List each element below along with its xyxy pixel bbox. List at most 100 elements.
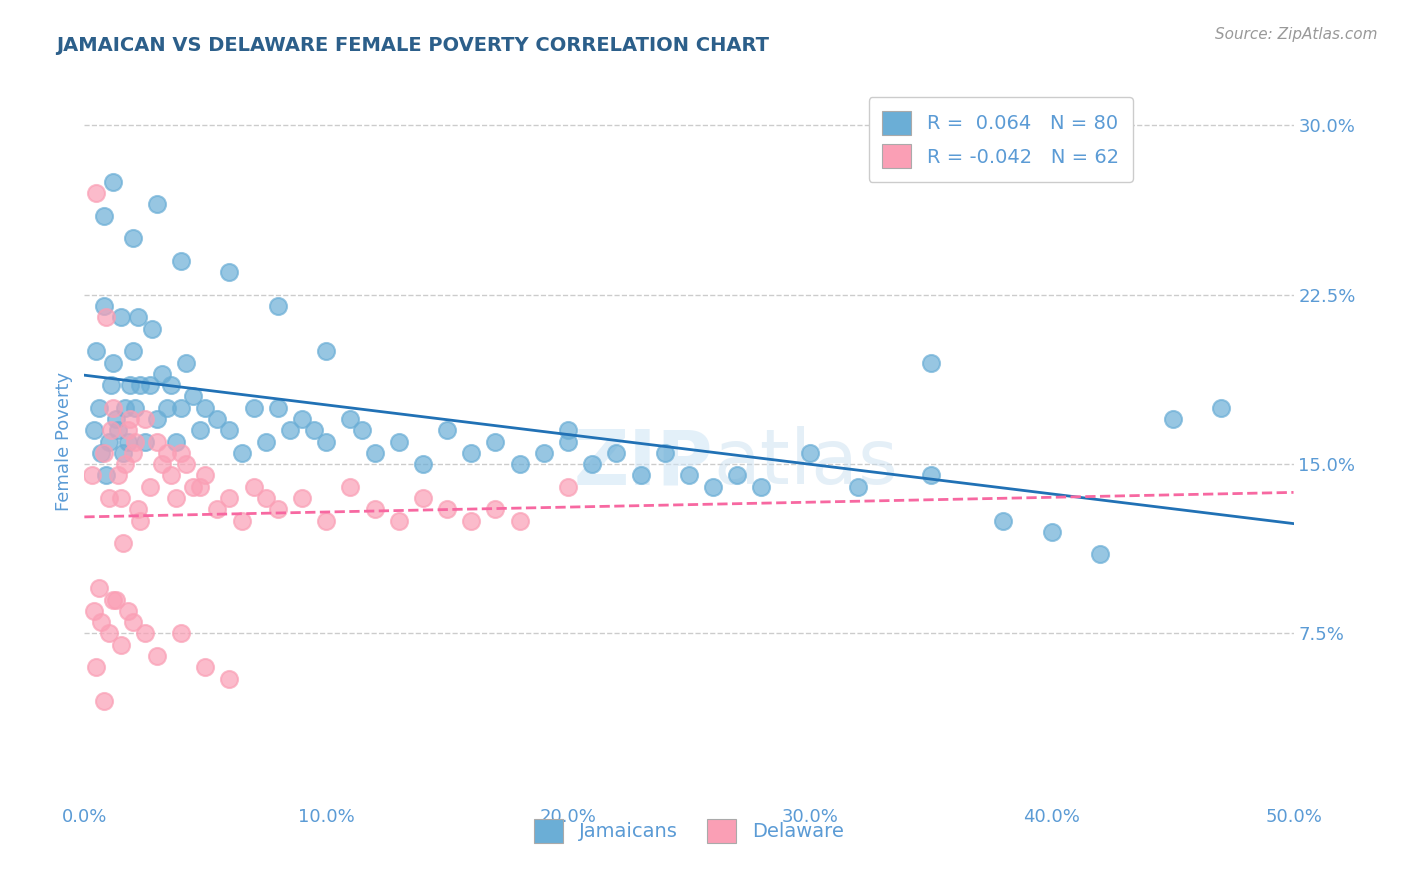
Point	[100, 378, 122, 392]
Point	[993, 514, 1015, 528]
Point	[170, 253, 193, 268]
Point	[194, 660, 217, 674]
Point	[103, 401, 125, 415]
Point	[278, 423, 301, 437]
Point	[114, 401, 136, 415]
Point	[138, 378, 160, 392]
Point	[194, 468, 217, 483]
Point	[86, 186, 108, 201]
Point	[146, 648, 169, 663]
Point	[484, 434, 506, 449]
Point	[363, 446, 385, 460]
Point	[121, 615, 143, 630]
Point	[460, 446, 482, 460]
Point	[315, 514, 337, 528]
Point	[127, 502, 149, 516]
Text: ZIP: ZIP	[574, 426, 713, 500]
Point	[231, 514, 253, 528]
Text: JAMAICAN VS DELAWARE FEMALE POVERTY CORRELATION CHART: JAMAICAN VS DELAWARE FEMALE POVERTY CORR…	[56, 36, 769, 54]
Point	[117, 604, 139, 618]
Point	[129, 514, 152, 528]
Point	[146, 412, 169, 426]
Point	[160, 378, 183, 392]
Point	[117, 423, 139, 437]
Point	[1088, 548, 1111, 562]
Point	[412, 457, 434, 471]
Point	[231, 446, 253, 460]
Point	[146, 197, 169, 211]
Point	[799, 446, 821, 460]
Point	[315, 344, 337, 359]
Point	[751, 480, 773, 494]
Point	[83, 604, 105, 618]
Point	[302, 423, 325, 437]
Point	[190, 480, 212, 494]
Point	[83, 423, 105, 437]
Point	[267, 502, 290, 516]
Point	[194, 401, 217, 415]
Point	[103, 355, 125, 369]
Point	[87, 401, 110, 415]
Point	[94, 310, 117, 325]
Point	[242, 401, 264, 415]
Point	[114, 457, 136, 471]
Point	[242, 480, 264, 494]
Point	[80, 468, 103, 483]
Point	[121, 344, 143, 359]
Point	[725, 468, 748, 483]
Point	[124, 434, 146, 449]
Point	[702, 480, 724, 494]
Point	[86, 344, 108, 359]
Point	[134, 412, 156, 426]
Point	[141, 321, 163, 335]
Point	[100, 423, 122, 437]
Point	[127, 310, 149, 325]
Point	[509, 457, 531, 471]
Point	[630, 468, 652, 483]
Point	[174, 355, 197, 369]
Point	[557, 423, 579, 437]
Point	[339, 412, 361, 426]
Point	[254, 434, 277, 449]
Point	[97, 626, 120, 640]
Point	[557, 434, 579, 449]
Point	[181, 480, 204, 494]
Point	[170, 446, 193, 460]
Point	[155, 401, 177, 415]
Point	[129, 378, 152, 392]
Point	[218, 672, 240, 686]
Point	[267, 401, 290, 415]
Point	[120, 412, 142, 426]
Point	[218, 491, 240, 505]
Text: Source: ZipAtlas.com: Source: ZipAtlas.com	[1215, 27, 1378, 42]
Point	[533, 446, 555, 460]
Point	[1161, 412, 1184, 426]
Point	[339, 480, 361, 494]
Point	[90, 615, 112, 630]
Point	[218, 423, 240, 437]
Point	[134, 626, 156, 640]
Point	[218, 265, 240, 279]
Point	[207, 412, 229, 426]
Point	[267, 299, 290, 313]
Point	[94, 468, 117, 483]
Point	[557, 480, 579, 494]
Point	[207, 502, 229, 516]
Point	[436, 423, 458, 437]
Point	[352, 423, 374, 437]
Point	[484, 502, 506, 516]
Point	[107, 468, 129, 483]
Point	[138, 480, 160, 494]
Point	[155, 446, 177, 460]
Point	[460, 514, 482, 528]
Point	[97, 434, 120, 449]
Legend: Jamaicans, Delaware: Jamaicans, Delaware	[519, 804, 859, 858]
Point	[165, 434, 187, 449]
Point	[117, 434, 139, 449]
Point	[388, 514, 411, 528]
Point	[920, 468, 942, 483]
Point	[412, 491, 434, 505]
Point	[112, 536, 135, 550]
Point	[1209, 401, 1232, 415]
Text: atlas: atlas	[713, 426, 898, 500]
